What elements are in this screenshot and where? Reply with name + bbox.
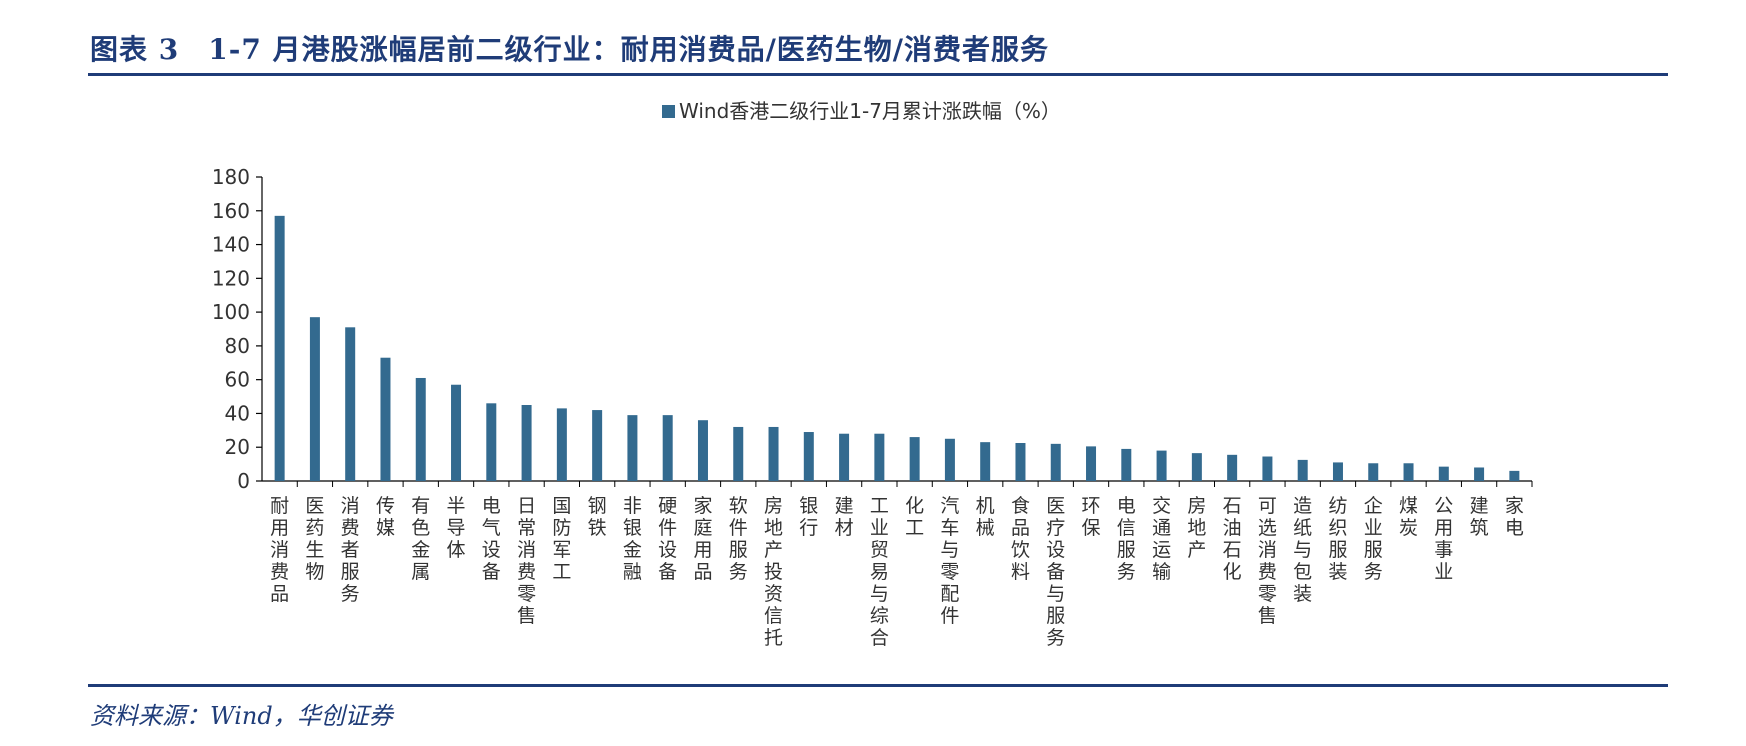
bar xyxy=(1332,462,1343,481)
x-tick-label: 房地产 xyxy=(1187,495,1206,561)
bar xyxy=(592,410,603,481)
bar xyxy=(521,405,532,481)
x-tick-label: 纺织服装 xyxy=(1328,495,1347,583)
x-tick-label: 可选消费零售 xyxy=(1258,495,1277,627)
x-tick-label: 传媒 xyxy=(376,495,395,539)
x-tick-label: 消费者服务 xyxy=(341,495,360,605)
y-tick-label: 100 xyxy=(212,300,250,324)
x-tick-label: 食品饮料 xyxy=(1011,495,1030,583)
bar-chart: Wind香港二级行业1-7月累计涨跌幅（%） 0 20 40 60 80 100 120 14… xyxy=(212,99,1533,649)
bar xyxy=(1227,454,1238,481)
y-tick-label: 180 xyxy=(212,165,250,189)
x-tick-label: 机械 xyxy=(976,495,995,539)
bar xyxy=(380,357,391,481)
x-tick-label: 银行 xyxy=(799,495,818,539)
bar xyxy=(1438,466,1449,481)
x-tick-label: 建材 xyxy=(835,495,854,539)
x-tick-label: 公用事业 xyxy=(1434,495,1453,583)
y-tick-label: 160 xyxy=(212,199,250,223)
x-tick-label: 家电 xyxy=(1505,495,1524,539)
bar xyxy=(944,438,955,481)
bar xyxy=(1050,443,1061,481)
bar xyxy=(803,432,814,481)
legend-label: Wind香港二级行业1-7月累计涨跌幅（%） xyxy=(679,99,1061,123)
x-tick-label: 工业贸易与综合 xyxy=(870,495,889,649)
x-tick-label: 煤炭 xyxy=(1399,495,1418,539)
bar xyxy=(415,377,426,481)
bar xyxy=(874,433,885,481)
x-tick-label: 半导体 xyxy=(447,495,466,561)
y-tick-label: 140 xyxy=(212,233,250,257)
x-tick-label: 环保 xyxy=(1082,495,1101,539)
x-tick-label: 家庭用品 xyxy=(693,495,712,583)
footer-rule xyxy=(88,684,1668,687)
bar xyxy=(345,327,356,481)
x-tick-label: 软件服务 xyxy=(729,495,748,583)
bar xyxy=(274,215,285,481)
title-rule xyxy=(88,73,1668,76)
x-axis-labels: 耐用消费品医药生物消费者服务传媒有色金属半导体电气设备日常消费零售国防军工钢铁非… xyxy=(270,495,1524,649)
x-tick-label: 国防军工 xyxy=(552,495,571,583)
y-tick-label: 40 xyxy=(225,401,250,425)
bar xyxy=(1403,463,1414,481)
x-tick-label: 非银金融 xyxy=(623,495,642,583)
legend-swatch xyxy=(662,105,675,118)
bar xyxy=(733,426,744,481)
bar xyxy=(451,384,462,481)
bar xyxy=(1121,448,1132,481)
bar xyxy=(839,433,850,481)
page-title: 图表 3 1-7 月港股涨幅居前二级行业：耐用消费品/医药生物/消费者服务 xyxy=(90,33,1050,66)
bar xyxy=(1015,443,1026,481)
legend: Wind香港二级行业1-7月累计涨跌幅（%） xyxy=(662,99,1061,123)
bar xyxy=(1262,456,1273,481)
x-tick-label: 企业服务 xyxy=(1364,495,1383,583)
x-tick-label: 硬件设备 xyxy=(658,495,677,583)
x-tick-label: 医疗设备与服务 xyxy=(1046,495,1065,649)
x-tick-label: 有色金属 xyxy=(411,495,430,583)
bar xyxy=(1297,459,1308,481)
bars xyxy=(262,215,1533,487)
x-tick-label: 化工 xyxy=(905,495,924,539)
bar xyxy=(1156,450,1167,481)
bar xyxy=(556,408,567,481)
x-tick-label: 电气设备 xyxy=(482,495,501,583)
x-tick-label: 交通运输 xyxy=(1152,495,1171,583)
x-tick-label: 医药生物 xyxy=(305,495,324,583)
x-tick-label: 钢铁 xyxy=(588,495,607,539)
y-tick-label: 20 xyxy=(225,435,250,459)
bar xyxy=(309,317,320,481)
bar xyxy=(1474,467,1485,481)
y-tick-label: 60 xyxy=(225,368,250,392)
bar xyxy=(1368,463,1379,481)
x-tick-label: 建筑 xyxy=(1470,495,1489,539)
bar xyxy=(980,442,991,481)
x-tick-label: 石油石化 xyxy=(1223,495,1242,583)
y-tick-label: 120 xyxy=(212,266,250,290)
x-tick-label: 汽车与零配件 xyxy=(940,495,959,627)
y-axis: 0 20 40 60 80 100 120 140 160 180 xyxy=(212,165,263,493)
x-tick-label: 耐用消费品 xyxy=(270,495,289,605)
source-note: 资料来源：Wind，华创证券 xyxy=(90,702,393,730)
bar xyxy=(697,420,708,481)
x-tick-label: 日常消费零售 xyxy=(517,495,536,627)
bar xyxy=(1086,446,1097,481)
bar xyxy=(909,437,920,481)
y-tick-label: 0 xyxy=(237,469,250,493)
bar xyxy=(627,415,638,481)
bar xyxy=(768,426,779,481)
x-tick-label: 房地产投资信托 xyxy=(764,495,783,649)
bar xyxy=(486,403,497,481)
x-tick-label: 电信服务 xyxy=(1117,495,1136,583)
y-tick-label: 80 xyxy=(225,334,250,358)
bar xyxy=(1191,453,1202,481)
bar xyxy=(1509,470,1520,481)
bar xyxy=(662,415,673,481)
x-tick-label: 造纸与包装 xyxy=(1293,495,1312,605)
